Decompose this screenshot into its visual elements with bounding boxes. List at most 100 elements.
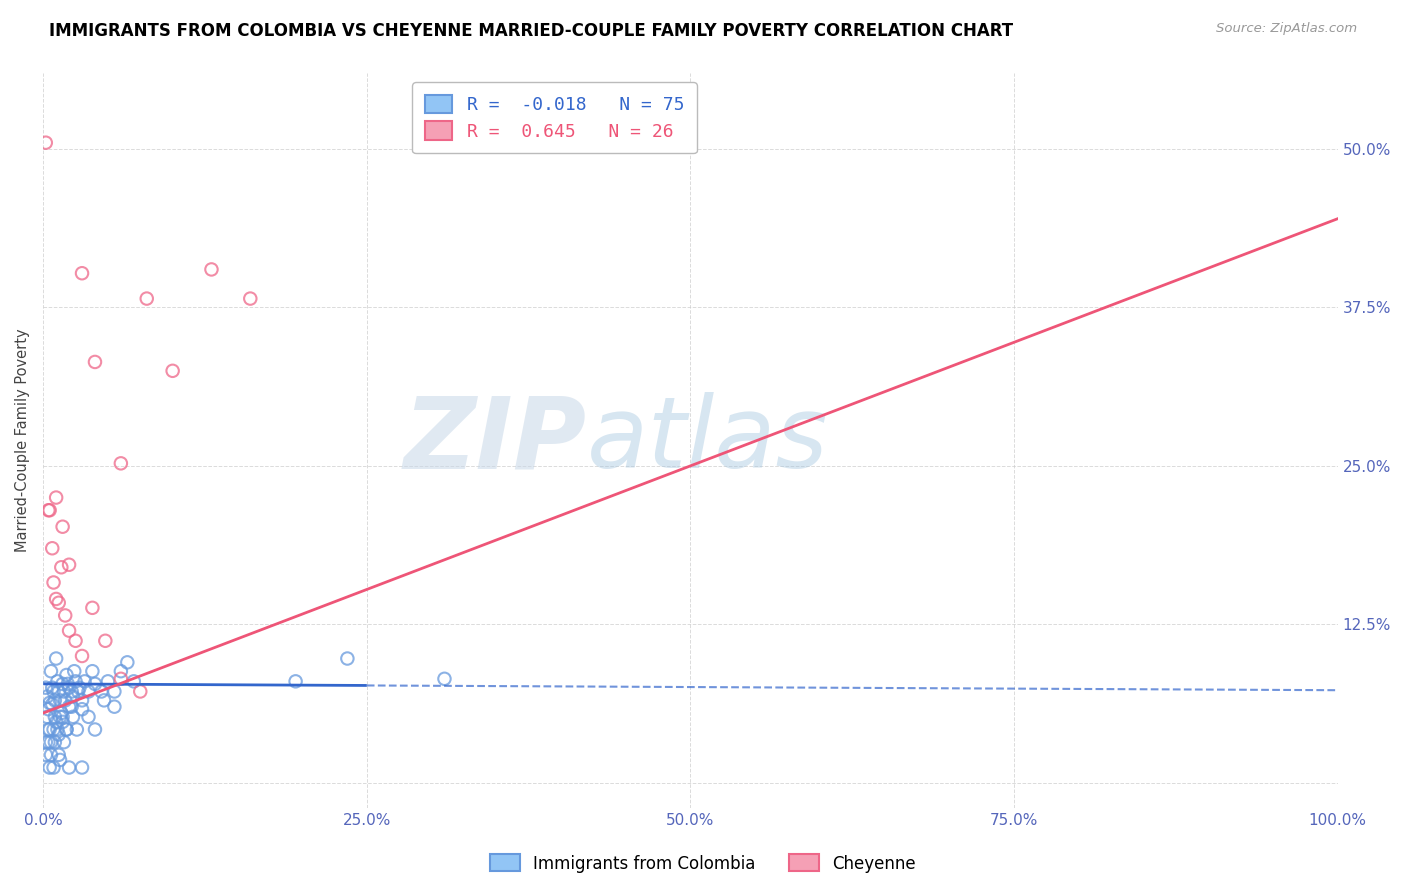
Point	[60, 684, 83, 698]
Point	[53, 608, 76, 623]
Point	[84, 677, 107, 691]
Point	[336, 651, 359, 665]
Point	[51, 560, 73, 574]
Point	[35, 681, 58, 695]
Point	[239, 292, 262, 306]
Point	[39, 747, 62, 762]
Point	[55, 723, 77, 737]
Point	[55, 668, 77, 682]
Point	[62, 710, 84, 724]
Point	[52, 710, 75, 724]
Point	[117, 656, 139, 670]
Point	[38, 723, 60, 737]
Point	[49, 693, 72, 707]
Text: atlas: atlas	[586, 392, 828, 489]
Point	[60, 699, 83, 714]
Legend: R =  -0.018   N = 75, R =  0.645   N = 26: R = -0.018 N = 75, R = 0.645 N = 26	[412, 82, 696, 153]
Point	[45, 591, 67, 606]
Point	[46, 674, 69, 689]
Point	[35, 735, 58, 749]
Point	[94, 633, 117, 648]
Point	[41, 697, 63, 711]
Point	[58, 760, 80, 774]
Point	[284, 674, 307, 689]
Point	[84, 723, 107, 737]
Point	[122, 674, 145, 689]
Point	[38, 696, 60, 710]
Point	[44, 735, 66, 749]
Point	[42, 723, 65, 737]
Point	[42, 684, 65, 698]
Point	[37, 723, 59, 737]
Point	[35, 690, 58, 704]
Point	[48, 684, 70, 698]
Point	[58, 624, 80, 638]
Point	[93, 693, 115, 707]
Point	[70, 702, 93, 716]
Point	[82, 664, 104, 678]
Point	[48, 728, 70, 742]
Point	[49, 753, 72, 767]
Point	[45, 714, 67, 729]
Point	[48, 747, 70, 762]
Point	[45, 491, 67, 505]
Point	[48, 596, 70, 610]
Point	[67, 681, 90, 695]
Point	[103, 699, 125, 714]
Point	[65, 633, 87, 648]
Point	[44, 710, 66, 724]
Point	[70, 266, 93, 280]
Point	[46, 723, 69, 737]
Point	[38, 760, 60, 774]
Point	[49, 710, 72, 724]
Point	[37, 735, 59, 749]
Point	[70, 693, 93, 707]
Point	[58, 681, 80, 695]
Point	[62, 690, 84, 704]
Point	[135, 292, 157, 306]
Point	[37, 503, 59, 517]
Point	[52, 714, 75, 729]
Point	[110, 456, 132, 470]
Point	[200, 262, 222, 277]
Point	[129, 684, 152, 698]
Point	[35, 710, 58, 724]
Point	[73, 674, 96, 689]
Point	[110, 672, 132, 686]
Point	[65, 674, 87, 689]
Point	[41, 681, 63, 695]
Point	[84, 355, 107, 369]
Text: ZIP: ZIP	[404, 392, 586, 489]
Point	[35, 747, 58, 762]
Point	[77, 684, 100, 698]
Point	[55, 723, 77, 737]
Point	[52, 519, 75, 533]
Legend: Immigrants from Colombia, Cheyenne: Immigrants from Colombia, Cheyenne	[484, 847, 922, 880]
Point	[35, 136, 58, 150]
Point	[45, 651, 67, 665]
Point	[433, 672, 456, 686]
Point	[103, 684, 125, 698]
Point	[51, 706, 73, 720]
Point	[162, 364, 184, 378]
Point	[58, 699, 80, 714]
Text: Source: ZipAtlas.com: Source: ZipAtlas.com	[1216, 22, 1357, 36]
Point	[58, 558, 80, 572]
Point	[38, 503, 60, 517]
Point	[67, 684, 90, 698]
Point	[42, 575, 65, 590]
Point	[90, 684, 112, 698]
Point	[70, 648, 93, 663]
Point	[56, 677, 79, 691]
Point	[63, 664, 86, 678]
Point	[52, 677, 75, 691]
Point	[41, 541, 63, 556]
Point	[52, 684, 75, 698]
Point	[39, 664, 62, 678]
Point	[97, 674, 120, 689]
Point	[39, 735, 62, 749]
Point	[66, 723, 89, 737]
Point	[52, 735, 75, 749]
Y-axis label: Married-Couple Family Poverty: Married-Couple Family Poverty	[15, 329, 30, 552]
Point	[53, 693, 76, 707]
